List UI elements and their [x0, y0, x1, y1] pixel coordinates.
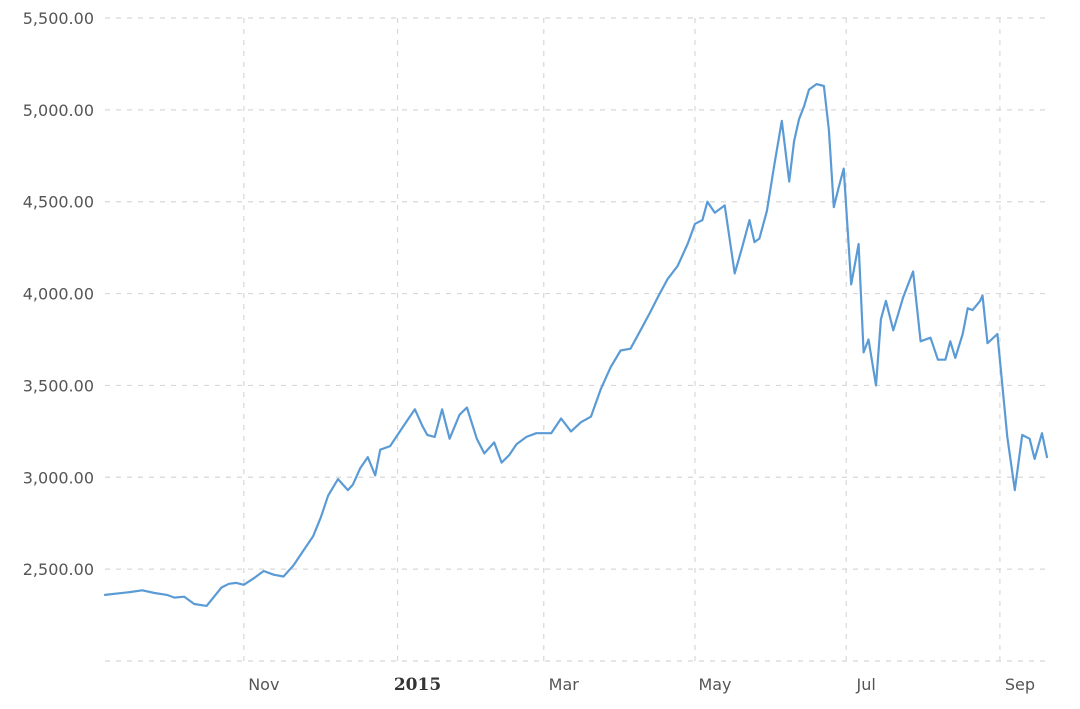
x-tick-label: Mar: [549, 675, 580, 694]
x-axis-tick-labels: Nov 2015 Mar May Jul Sep: [248, 675, 1035, 695]
x-tick-label: Jul: [856, 675, 876, 694]
series-line: [103, 82, 1049, 608]
y-tick-label: 3,500.00: [23, 376, 94, 395]
x-tick-label: 2015: [394, 675, 441, 695]
y-tick-label: 4,500.00: [23, 193, 94, 212]
x-tick-label: Nov: [248, 675, 279, 694]
y-gridlines: [105, 17, 1047, 662]
x-tick-label: May: [698, 675, 731, 694]
y-tick-label: 3,000.00: [23, 468, 94, 487]
series: [103, 82, 1049, 608]
y-tick-label: 4,000.00: [23, 285, 94, 304]
y-axis-tick-labels: 2,500.00 3,000.00 3,500.00 4,000.00 4,500.00…: [23, 9, 94, 579]
y-tick-label: 5,500.00: [23, 9, 94, 28]
y-tick-label: 5,000.00: [23, 101, 94, 120]
x-gridlines: [243, 18, 1001, 661]
x-tick-label: Sep: [1005, 675, 1035, 694]
y-tick-label: 2,500.00: [23, 560, 94, 579]
